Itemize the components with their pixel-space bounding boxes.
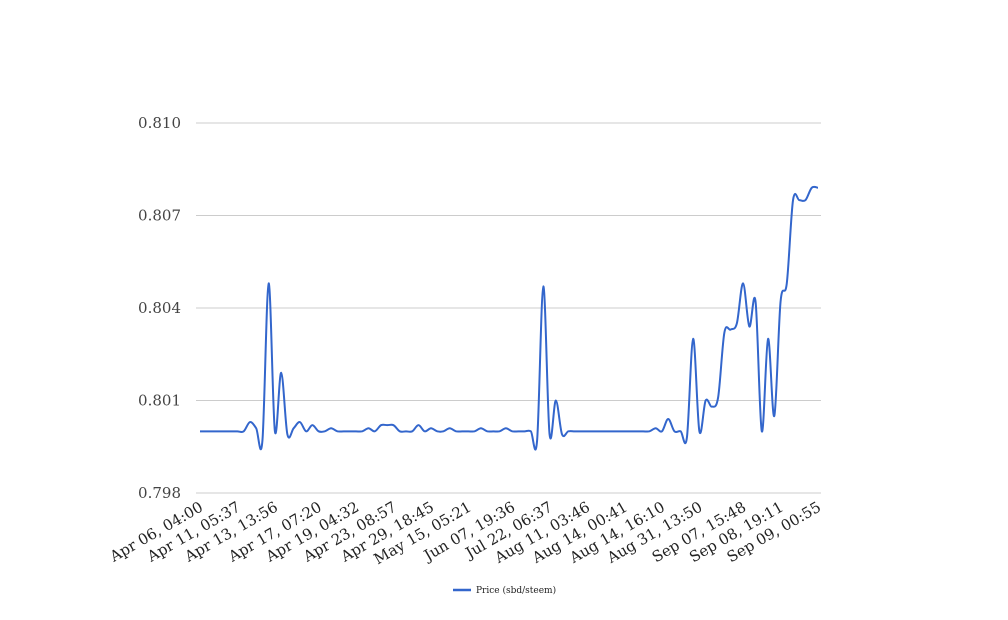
y-tick-label: 0.810	[138, 114, 181, 132]
legend-label[interactable]: Price (sbd/steem)	[476, 585, 556, 596]
y-tick-label: 0.804	[138, 299, 181, 317]
y-tick-label: 0.798	[138, 484, 181, 502]
series-line	[200, 185, 819, 451]
y-tick-label: 0.807	[138, 207, 181, 225]
legend: Price (sbd/steem)	[453, 585, 556, 596]
y-axis-ticks: 0.798 0.801 0.804 0.807 0.810	[138, 114, 181, 502]
y-tick-label: 0.801	[138, 392, 181, 410]
series-lines	[200, 185, 819, 451]
